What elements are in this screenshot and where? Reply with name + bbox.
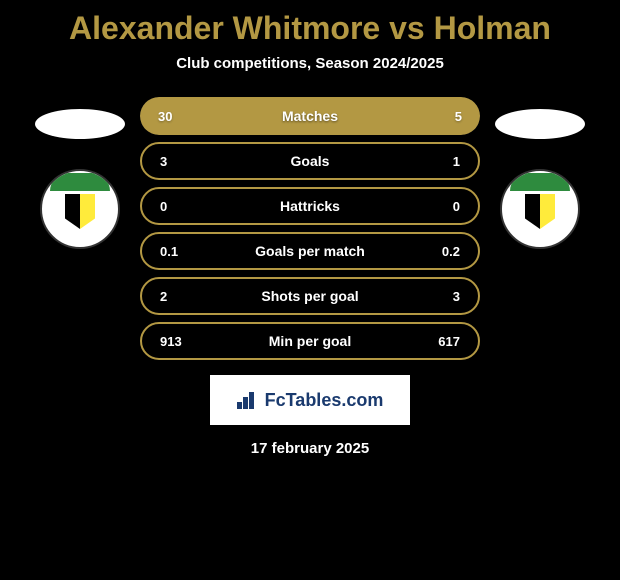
crest-shield bbox=[525, 194, 555, 229]
stat-row: 0.1 Goals per match 0.2 bbox=[140, 232, 480, 270]
stat-value-left: 2 bbox=[160, 289, 167, 304]
stat-fill-left bbox=[140, 97, 412, 135]
date-text: 17 february 2025 bbox=[0, 440, 620, 457]
player-left-avatar-placeholder bbox=[35, 109, 125, 139]
stat-row: 0 Hattricks 0 bbox=[140, 187, 480, 225]
stat-value-right: 0 bbox=[453, 199, 460, 214]
stat-row: 913 Min per goal 617 bbox=[140, 322, 480, 360]
page-title: Alexander Whitmore vs Holman bbox=[0, 10, 620, 47]
stat-value-left: 30 bbox=[158, 109, 172, 124]
crest-shield bbox=[65, 194, 95, 229]
team-left-crest bbox=[40, 169, 120, 249]
player-right-avatar-placeholder bbox=[495, 109, 585, 139]
branding-box: FcTables.com bbox=[210, 375, 410, 425]
crest-top-decoration bbox=[50, 173, 110, 191]
stat-value-left: 0.1 bbox=[160, 244, 178, 259]
stat-label: Goals bbox=[291, 153, 330, 169]
stat-fill-right bbox=[412, 97, 480, 135]
stats-column: 30 Matches 5 3 Goals 1 0 Hattricks 0 0.1 Goals per… bbox=[140, 97, 480, 360]
stat-row: 3 Goals 1 bbox=[140, 142, 480, 180]
stat-row: 2 Shots per goal 3 bbox=[140, 277, 480, 315]
stat-label: Hattricks bbox=[280, 198, 340, 214]
stat-value-right: 3 bbox=[453, 289, 460, 304]
brand-text: FcTables.com bbox=[265, 390, 384, 411]
stat-label: Matches bbox=[282, 108, 338, 124]
stat-value-left: 3 bbox=[160, 154, 167, 169]
stat-value-left: 0 bbox=[160, 199, 167, 214]
stat-value-right: 1 bbox=[453, 154, 460, 169]
subtitle: Club competitions, Season 2024/2025 bbox=[0, 55, 620, 72]
main-content: 30 Matches 5 3 Goals 1 0 Hattricks 0 0.1 Goals per… bbox=[0, 97, 620, 360]
stat-label: Goals per match bbox=[255, 243, 365, 259]
team-right-crest bbox=[500, 169, 580, 249]
stat-label: Shots per goal bbox=[261, 288, 358, 304]
stat-value-left: 913 bbox=[160, 334, 182, 349]
crest-top-decoration bbox=[510, 173, 570, 191]
comparison-card: Alexander Whitmore vs Holman Club compet… bbox=[0, 0, 620, 580]
stat-value-right: 0.2 bbox=[442, 244, 460, 259]
stat-value-right: 5 bbox=[455, 109, 462, 124]
stat-label: Min per goal bbox=[269, 333, 351, 349]
stat-row: 30 Matches 5 bbox=[140, 97, 480, 135]
player-right-column bbox=[495, 109, 585, 249]
player-left-column bbox=[35, 109, 125, 249]
chart-icon bbox=[237, 391, 259, 409]
stat-value-right: 617 bbox=[438, 334, 460, 349]
